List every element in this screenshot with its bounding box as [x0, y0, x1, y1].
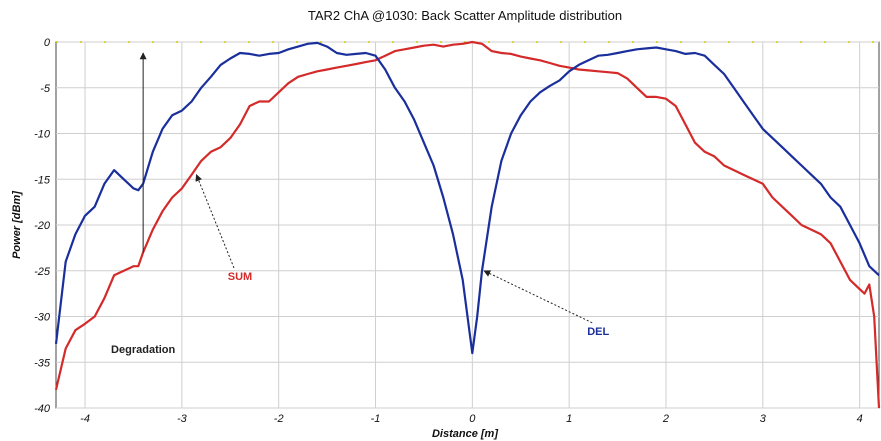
x-tick-label: 0: [469, 413, 476, 425]
y-tick-label: 0: [44, 37, 51, 49]
series-group: [54, 40, 881, 409]
tick-labels: -4 -3 -2 -1 0 1 2 3 40-5-10-15-20-25-30-35-40: [34, 37, 863, 425]
x-tick-label: -1: [371, 413, 381, 425]
x-tick-label: 3: [760, 413, 767, 425]
y-tick-label: -25: [34, 266, 51, 278]
annotation-arrow-del: [483, 270, 593, 324]
annotation-degradation: Degradation: [111, 344, 175, 356]
x-axis-label: Distance [m]: [432, 428, 498, 440]
chart-title: TAR2 ChA @1030: Back Scatter Amplitude d…: [308, 8, 622, 23]
x-tick-label: 1: [566, 413, 572, 425]
annotation-del: DEL: [587, 326, 609, 338]
series-line-sum: [54, 40, 881, 409]
y-tick-label: -20: [34, 220, 51, 232]
annotation-sum: SUM: [228, 271, 252, 283]
y-tick-label: -15: [34, 174, 51, 186]
x-tick-label: -3: [177, 413, 188, 425]
y-tick-label: -40: [34, 403, 51, 415]
y-axis-label: Power [dBm]: [11, 191, 23, 259]
series-line-del: [54, 41, 880, 355]
y-tick-label: -30: [34, 312, 51, 324]
y-tick-label: -5: [40, 83, 51, 95]
x-tick-label: -4: [80, 413, 90, 425]
x-tick-label: 4: [857, 413, 863, 425]
y-tick-label: -35: [34, 357, 51, 369]
annotation-arrow-sum: [195, 174, 235, 269]
annotations: SUM DEL Degradation: [111, 52, 609, 356]
x-tick-label: -2: [274, 413, 284, 425]
y-tick-label: -10: [34, 129, 51, 141]
x-tick-label: 2: [662, 413, 669, 425]
